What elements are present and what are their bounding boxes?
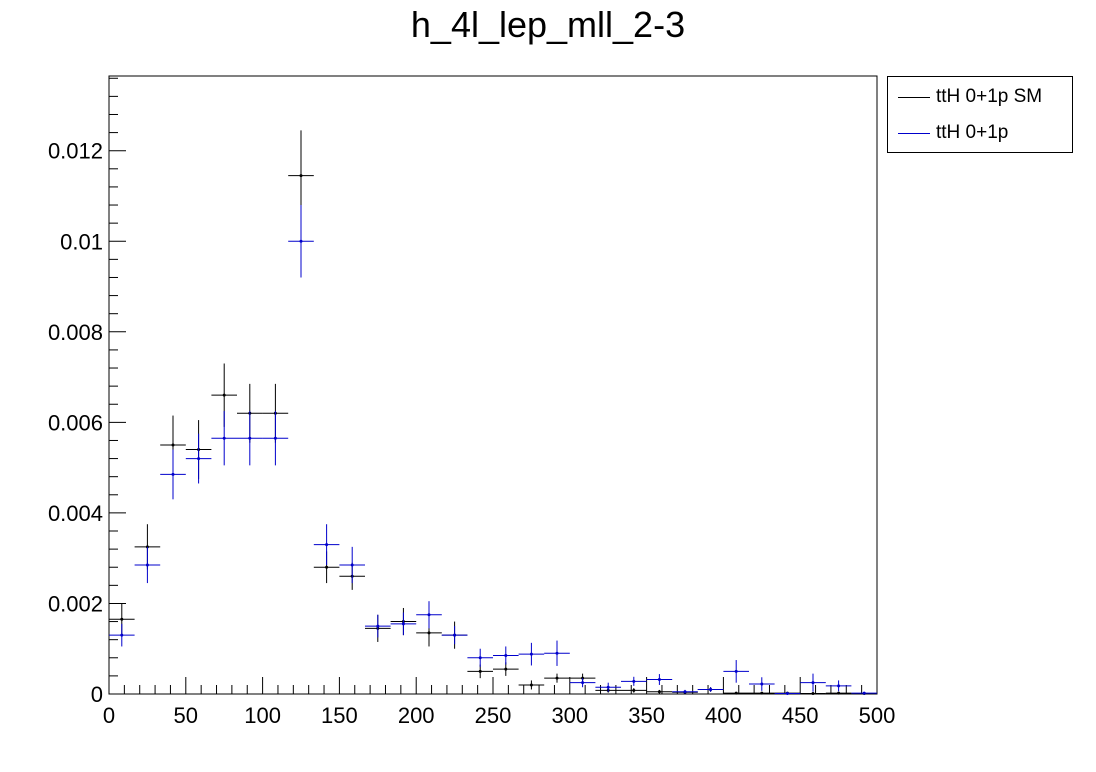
- data-point: [478, 656, 482, 660]
- data-point: [811, 681, 815, 685]
- data-point: [427, 613, 431, 617]
- data-point: [273, 436, 277, 440]
- data-point: [529, 683, 533, 687]
- x-tick-label: 450: [782, 703, 819, 728]
- y-tick-label: 0.004: [48, 501, 103, 526]
- data-point: [376, 624, 380, 628]
- data-point: [760, 682, 764, 686]
- data-point: [632, 688, 636, 692]
- series-1: [108, 205, 878, 696]
- legend-swatch-bsm: [898, 133, 930, 134]
- data-point: [197, 457, 201, 461]
- data-point: [478, 669, 482, 673]
- x-tick-label: 150: [321, 703, 358, 728]
- data-point: [145, 563, 149, 567]
- y-tick-label: 0.006: [48, 410, 103, 435]
- legend-label-sm: ttH 0+1p SM: [936, 86, 1043, 107]
- y-tick-label: 0.008: [48, 320, 103, 345]
- data-point: [632, 679, 636, 683]
- chart-title: h_4l_lep_mll_2-3: [410, 4, 686, 45]
- data-point: [248, 436, 252, 440]
- data-point: [683, 690, 687, 694]
- data-point: [811, 692, 815, 696]
- y-tick-label: 0.012: [48, 139, 103, 164]
- data-point: [222, 436, 226, 440]
- data-point: [325, 543, 329, 547]
- data-point: [555, 651, 559, 655]
- data-point: [427, 631, 431, 635]
- data-point: [325, 565, 329, 569]
- legend-entry-ttH: ttH 0+1p: [888, 115, 1074, 151]
- data-point: [350, 563, 354, 567]
- data-point: [837, 684, 841, 688]
- data-point: [299, 174, 303, 178]
- x-tick-label: 500: [859, 703, 896, 728]
- legend-swatch-sm: [898, 97, 930, 98]
- legend: ttH 0+1p SM ttH 0+1p: [887, 76, 1073, 153]
- data-point: [222, 393, 226, 397]
- data-point: [453, 633, 457, 637]
- data-point: [401, 622, 405, 626]
- data-point: [120, 617, 124, 621]
- y-tick-label: 0.01: [60, 229, 103, 254]
- data-point: [734, 669, 738, 673]
- data-point: [785, 692, 789, 696]
- x-tick-label: 400: [705, 703, 742, 728]
- data-point: [581, 681, 585, 685]
- x-tick-label: 350: [628, 703, 665, 728]
- data-point: [555, 676, 559, 680]
- x-tick-label: 250: [475, 703, 512, 728]
- data-point: [504, 654, 508, 658]
- data-point: [299, 239, 303, 243]
- data-point: [837, 691, 841, 695]
- x-tick-label: 200: [398, 703, 435, 728]
- legend-entry-ttH-SM: ttH 0+1p SM: [888, 79, 1074, 115]
- data-point: [171, 443, 175, 447]
- data-point: [504, 667, 508, 671]
- y-tick-label: 0: [91, 682, 103, 707]
- data-point: [709, 687, 713, 691]
- data-point: [120, 633, 124, 637]
- data-point: [657, 690, 661, 694]
- data-point: [529, 652, 533, 656]
- data-point: [171, 472, 175, 476]
- y-tick-label: 0.002: [48, 591, 103, 616]
- legend-label-bsm: ttH 0+1p: [936, 122, 1009, 143]
- x-tick-label: 0: [103, 703, 115, 728]
- data-point: [657, 678, 661, 682]
- x-tick-label: 100: [244, 703, 281, 728]
- data-point: [862, 691, 866, 695]
- data-point: [734, 691, 738, 695]
- data-point: [760, 691, 764, 695]
- x-tick-label: 50: [174, 703, 198, 728]
- x-tick-label: 300: [551, 703, 588, 728]
- data-point: [606, 685, 610, 689]
